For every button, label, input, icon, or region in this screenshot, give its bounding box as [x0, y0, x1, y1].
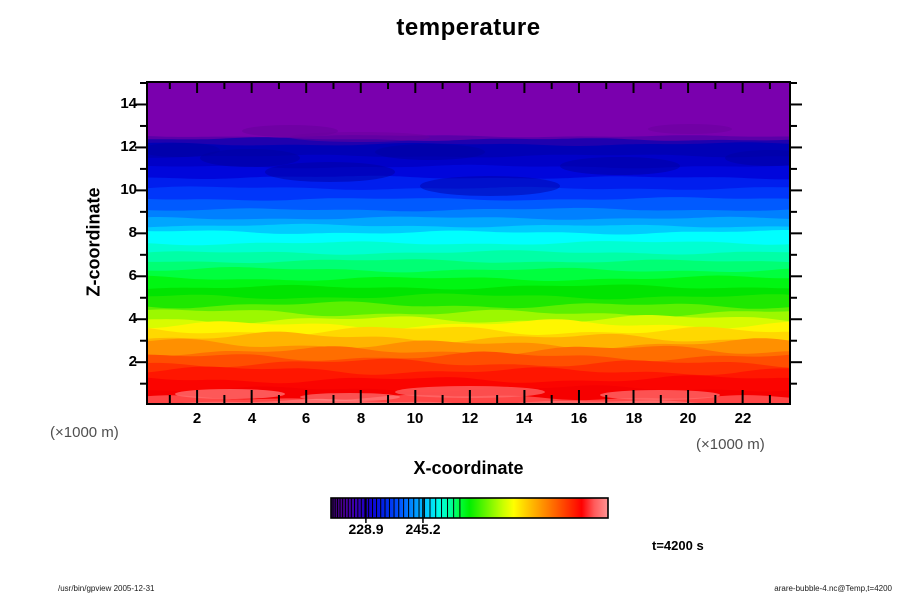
x-tick-label: 18	[625, 410, 643, 427]
plot-border	[146, 81, 791, 405]
y-tick-label: 14	[120, 95, 137, 112]
y-tick-label: 4	[128, 310, 137, 327]
colorbar	[330, 497, 609, 523]
colorbar-tick-label-high: 245.2	[405, 521, 441, 537]
x-tick-label: 8	[356, 410, 366, 427]
x-tick-label: 16	[570, 410, 588, 427]
heatmap-bands	[148, 83, 789, 403]
y-tick-label: 6	[128, 267, 137, 284]
y-tick-label: 2	[128, 353, 137, 370]
x-tick-label: 12	[461, 410, 479, 427]
plot-title: temperature	[396, 14, 541, 41]
heatmap-turbulence-blobs	[148, 124, 789, 401]
time-annotation: t=4200 s	[652, 538, 704, 553]
x-tick-label: 4	[247, 410, 257, 427]
y-tick-label: 8	[128, 224, 137, 241]
colorbar-tick-label-low: 228.9	[348, 521, 384, 537]
axis-ticks	[135, 82, 802, 403]
x-unit-label-right: (×1000 m)	[696, 436, 765, 453]
x-axis-label: X-coordinate	[413, 458, 524, 478]
x-tick-label: 2	[192, 410, 202, 427]
x-unit-label-left: (×1000 m)	[50, 424, 119, 441]
x-tick-label: 14	[515, 410, 533, 427]
footer-program-stamp: /usr/bin/gpview 2005-12-31	[58, 584, 155, 593]
y-tick-label: 10	[120, 181, 137, 198]
footer-dataset-stamp: arare-bubble-4.nc@Temp,t=4200	[774, 584, 892, 593]
x-tick-label: 22	[734, 410, 752, 427]
x-tick-label: 10	[406, 410, 424, 427]
x-tick-label: 6	[301, 410, 311, 427]
x-tick-label: 20	[679, 410, 697, 427]
y-tick-label: 12	[120, 138, 137, 155]
